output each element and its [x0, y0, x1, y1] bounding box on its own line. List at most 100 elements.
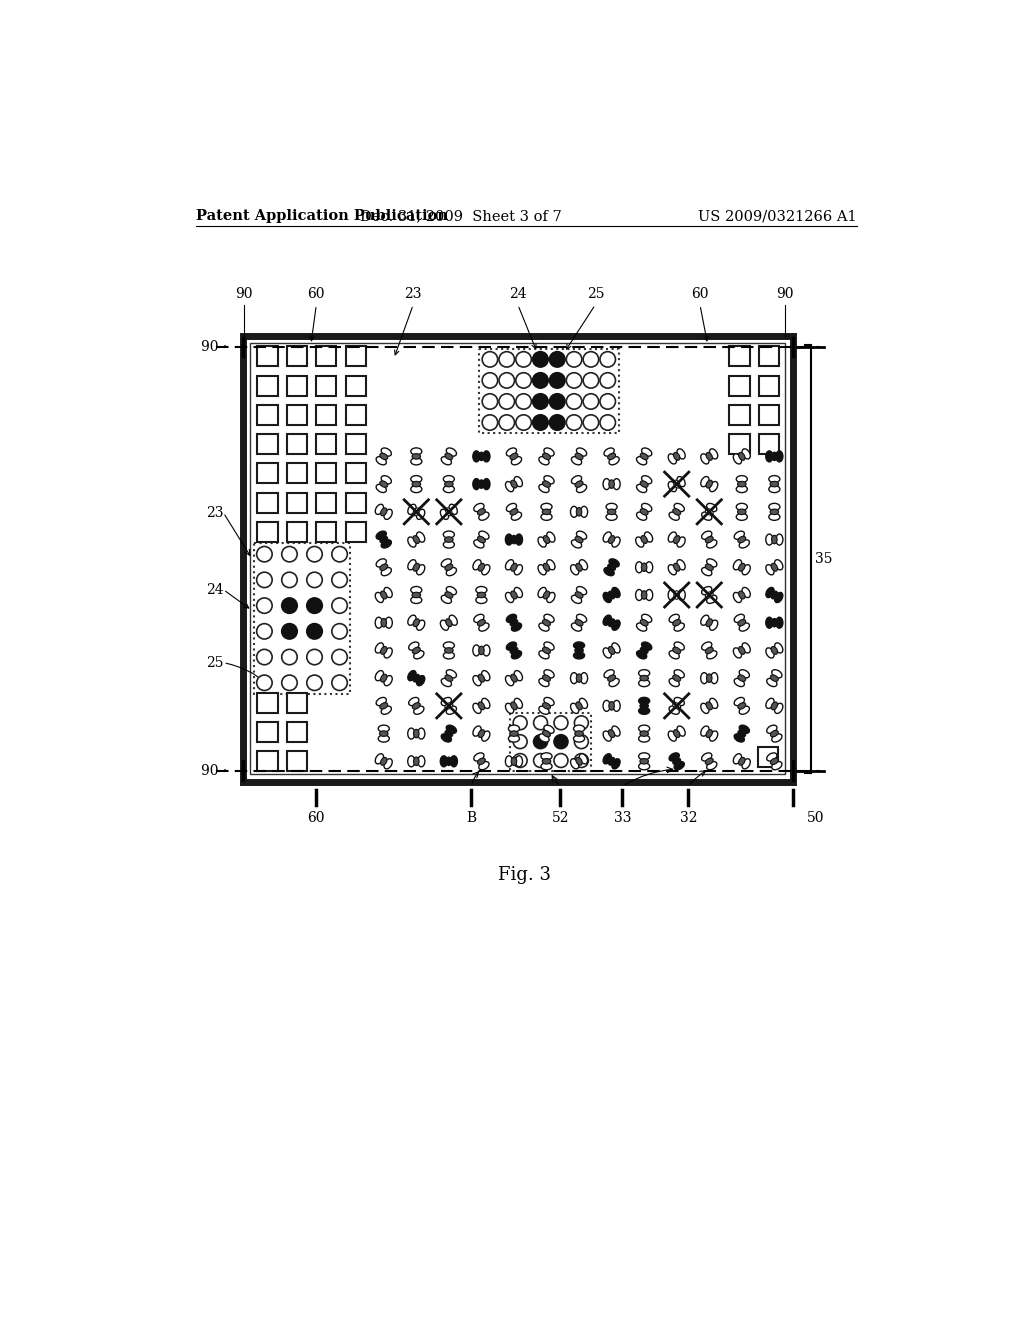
Ellipse shape	[444, 591, 453, 598]
Ellipse shape	[539, 457, 549, 465]
Ellipse shape	[539, 734, 549, 742]
Circle shape	[534, 715, 548, 730]
Bar	[243, 335, 793, 781]
Ellipse shape	[541, 752, 552, 760]
Ellipse shape	[514, 565, 522, 574]
Ellipse shape	[677, 560, 685, 570]
Ellipse shape	[481, 731, 489, 741]
Ellipse shape	[417, 532, 425, 543]
Ellipse shape	[669, 512, 679, 520]
Ellipse shape	[701, 752, 712, 762]
Ellipse shape	[508, 735, 519, 742]
Ellipse shape	[445, 508, 452, 516]
Circle shape	[516, 414, 531, 430]
Ellipse shape	[674, 669, 684, 678]
Circle shape	[282, 572, 297, 587]
Text: 33: 33	[613, 812, 631, 825]
Ellipse shape	[441, 678, 452, 686]
Ellipse shape	[411, 486, 422, 492]
Ellipse shape	[511, 564, 517, 572]
Text: B: B	[466, 812, 476, 825]
Bar	[251, 343, 785, 775]
Ellipse shape	[543, 453, 551, 459]
Ellipse shape	[644, 532, 652, 543]
Ellipse shape	[733, 454, 741, 463]
Ellipse shape	[700, 454, 709, 463]
Ellipse shape	[378, 735, 389, 742]
Ellipse shape	[375, 643, 384, 653]
Ellipse shape	[384, 676, 392, 685]
Ellipse shape	[441, 595, 452, 603]
Bar	[346, 521, 366, 541]
Ellipse shape	[408, 756, 415, 767]
Ellipse shape	[637, 651, 647, 659]
Ellipse shape	[706, 647, 713, 653]
Circle shape	[566, 393, 582, 409]
Ellipse shape	[473, 704, 481, 713]
Ellipse shape	[541, 513, 552, 520]
Text: 60: 60	[307, 812, 325, 825]
Circle shape	[554, 735, 568, 748]
Ellipse shape	[707, 558, 717, 568]
Ellipse shape	[700, 726, 709, 737]
Ellipse shape	[483, 645, 489, 656]
Ellipse shape	[479, 531, 489, 540]
Ellipse shape	[477, 593, 485, 598]
Ellipse shape	[776, 451, 783, 462]
Ellipse shape	[481, 671, 489, 681]
Ellipse shape	[414, 758, 419, 766]
Ellipse shape	[613, 479, 621, 490]
Circle shape	[566, 372, 582, 388]
Ellipse shape	[408, 671, 416, 681]
Ellipse shape	[738, 536, 745, 543]
Circle shape	[583, 414, 599, 430]
Ellipse shape	[580, 698, 588, 709]
Ellipse shape	[739, 540, 750, 548]
Ellipse shape	[543, 480, 551, 487]
Ellipse shape	[776, 535, 783, 545]
Ellipse shape	[637, 623, 647, 631]
Ellipse shape	[413, 647, 420, 653]
Ellipse shape	[381, 540, 391, 548]
Ellipse shape	[506, 704, 514, 713]
Ellipse shape	[733, 560, 741, 570]
Ellipse shape	[609, 678, 620, 686]
Text: 60: 60	[691, 286, 709, 301]
Ellipse shape	[539, 706, 549, 714]
Ellipse shape	[408, 729, 415, 739]
Ellipse shape	[673, 508, 681, 515]
Ellipse shape	[506, 535, 512, 545]
Ellipse shape	[700, 673, 708, 684]
Ellipse shape	[607, 675, 615, 681]
Ellipse shape	[766, 451, 773, 462]
Ellipse shape	[611, 620, 621, 630]
Circle shape	[332, 598, 347, 614]
Ellipse shape	[577, 614, 587, 623]
Ellipse shape	[380, 564, 388, 570]
Ellipse shape	[641, 564, 647, 572]
Ellipse shape	[646, 562, 652, 573]
Ellipse shape	[511, 623, 521, 631]
Text: 25: 25	[587, 286, 604, 301]
Bar	[287, 751, 307, 771]
Ellipse shape	[674, 762, 684, 770]
Ellipse shape	[673, 758, 681, 764]
Ellipse shape	[444, 730, 453, 737]
Ellipse shape	[411, 586, 422, 594]
Bar	[759, 346, 779, 367]
Ellipse shape	[446, 568, 457, 576]
Ellipse shape	[514, 477, 522, 487]
Ellipse shape	[478, 480, 484, 488]
Bar	[257, 492, 278, 512]
Bar	[729, 346, 750, 367]
Ellipse shape	[477, 758, 485, 764]
Ellipse shape	[381, 619, 386, 627]
Ellipse shape	[738, 453, 745, 461]
Ellipse shape	[574, 648, 584, 653]
Ellipse shape	[581, 507, 588, 517]
Circle shape	[499, 414, 514, 430]
Ellipse shape	[473, 645, 480, 656]
Circle shape	[600, 414, 615, 430]
Ellipse shape	[604, 669, 614, 678]
Text: 25: 25	[206, 656, 223, 669]
